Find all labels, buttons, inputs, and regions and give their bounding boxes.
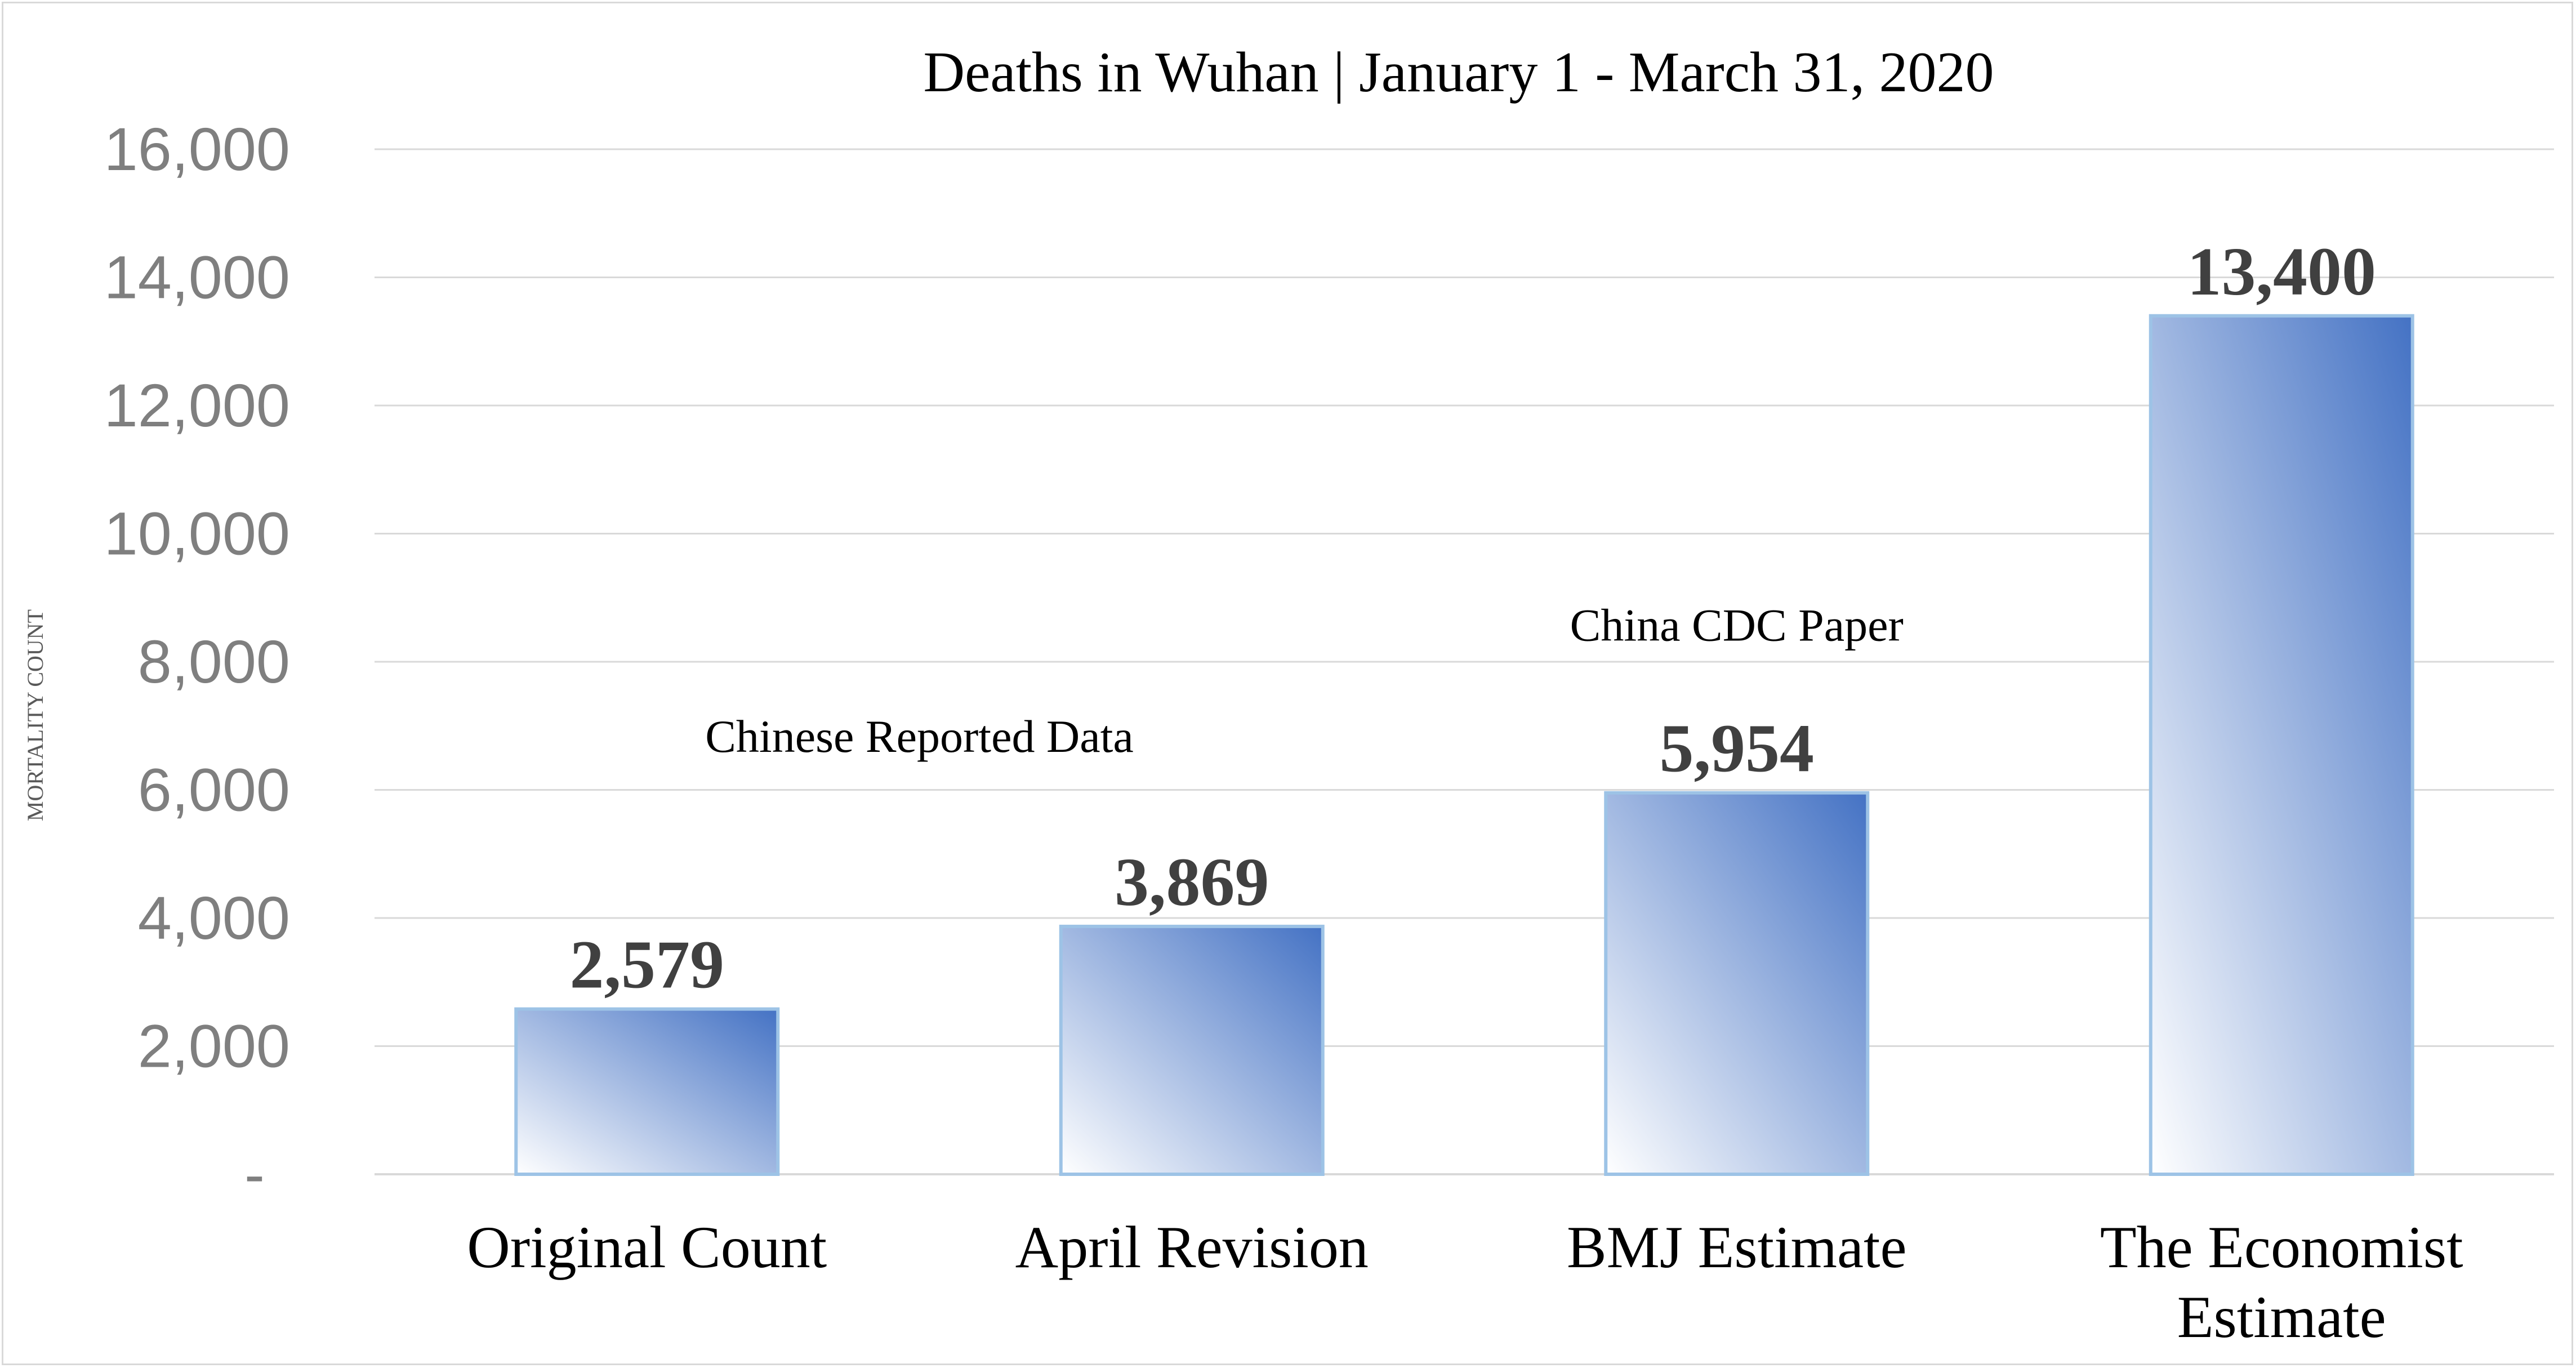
y-tick-label: 8,000	[138, 627, 290, 696]
y-tick-label: 12,000	[104, 371, 290, 439]
bar-value-label: 5,954	[1660, 711, 1815, 787]
bar	[2149, 314, 2414, 1176]
bar	[514, 1007, 780, 1177]
bar-value-label: 3,869	[1115, 844, 1269, 920]
bar-value-label: 2,579	[570, 927, 725, 1003]
x-tick-label: BMJ Estimate	[1567, 1214, 1907, 1280]
x-tick-label: The Economist	[2100, 1214, 2463, 1280]
y-tick-label: 6,000	[138, 756, 290, 824]
annotation-label: China CDC Paper	[1570, 600, 1904, 651]
y-axis-ticks: - 2,000 4,000 6,000 8,000 10,000 12,000 14,000 1…	[104, 115, 290, 1208]
chart-title: Deaths in Wuhan | January 1 - March 31, …	[924, 41, 1994, 104]
x-tick-label: April Revision	[1015, 1214, 1369, 1280]
bar	[1604, 791, 1870, 1177]
bar	[1059, 924, 1325, 1176]
y-tick-label: -	[244, 1140, 265, 1208]
annotation-label: Chinese Reported Data	[705, 711, 1134, 762]
y-tick-label: 14,000	[104, 243, 290, 311]
bars: 2,579 3,869 5,954 13,400	[514, 234, 2414, 1177]
x-tick-label: Original Count	[467, 1214, 827, 1280]
y-axis-label: MORTALITY COUNT	[23, 609, 48, 821]
y-tick-label: 4,000	[138, 884, 290, 952]
annotations: Chinese Reported Data China CDC Paper	[705, 600, 1904, 762]
bar-value-label: 13,400	[2187, 234, 2377, 310]
x-tick-label: Estimate	[2177, 1284, 2386, 1350]
y-tick-label: 2,000	[138, 1012, 290, 1080]
x-axis-ticks: Original Count April Revision BMJ Estimate…	[467, 1214, 2463, 1350]
y-tick-label: 10,000	[104, 500, 290, 568]
y-tick-label: 16,000	[104, 115, 290, 183]
